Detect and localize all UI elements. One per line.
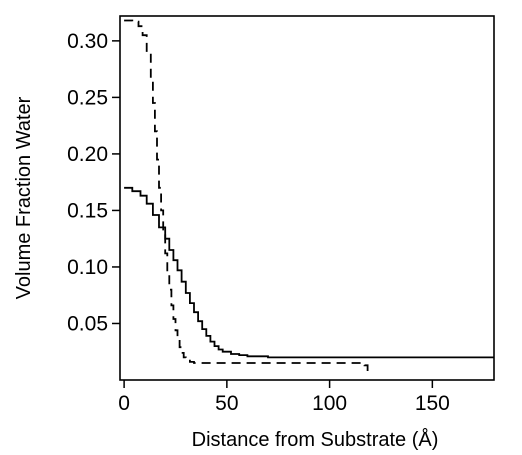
y-axis-title: Volume Fraction Water xyxy=(13,96,35,299)
x-tick-label: 0 xyxy=(118,392,130,415)
x-tick-label: 100 xyxy=(312,392,347,415)
y-tick-label: 0.05 xyxy=(67,312,108,335)
solid-series-line xyxy=(124,186,494,359)
plot-area-frame xyxy=(119,15,495,381)
dashed-series-line xyxy=(124,19,369,375)
y-tick-label: 0.15 xyxy=(67,199,108,222)
y-tick-label: 0.30 xyxy=(67,30,108,53)
x-tick-label: 50 xyxy=(215,392,238,415)
y-tick-label: 0.20 xyxy=(67,143,108,166)
y-tick-label: 0.10 xyxy=(67,256,108,279)
x-tick-label: 150 xyxy=(415,392,450,415)
x-axis-title: Distance from Substrate (Å) xyxy=(192,428,439,451)
y-tick-label: 0.25 xyxy=(67,86,108,109)
